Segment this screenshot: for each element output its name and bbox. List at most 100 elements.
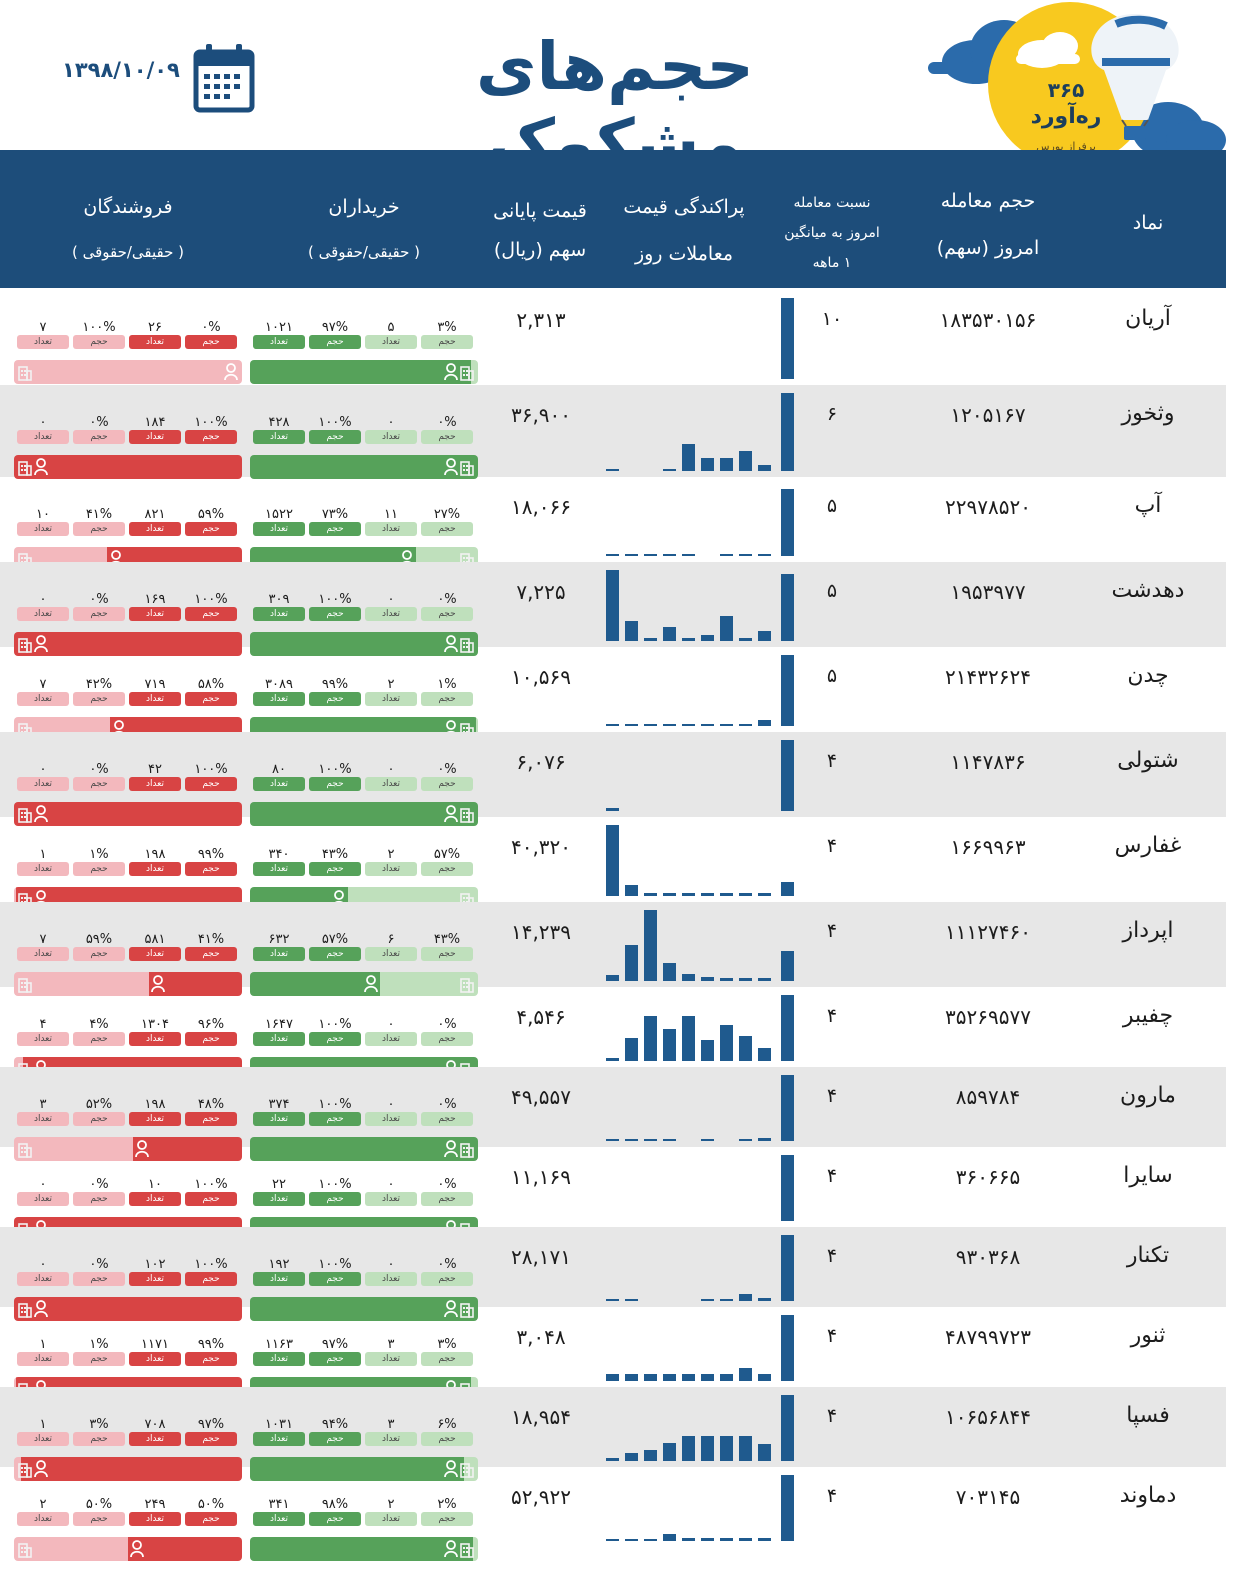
chip-count-label: تعداد [253, 1112, 305, 1126]
sellers-legal-count-value: ۲ [39, 1497, 47, 1512]
buyers-share-bar [250, 1457, 478, 1481]
col-buyers: خریداران( حقیقی/حقوقی ) [307, 196, 421, 261]
legal-share-segment [14, 360, 242, 384]
chip-volume-label: حجم [421, 1432, 473, 1446]
buyers-panel: ۵۷% حجم ۲ تعداد ۴۳% حجم ۳۴۰ تعداد [250, 847, 478, 919]
sellers-share-bar [14, 1137, 242, 1161]
col-price: قیمت پایانی سهم (ریال) [493, 200, 587, 261]
chip-count-label: تعداد [253, 1192, 305, 1206]
buyers-share-bar [250, 1137, 478, 1161]
buyers-legal-vol-value: ۰% [437, 1097, 457, 1112]
buyers-real-vol-value: ۵۷% [321, 932, 349, 947]
sellers-legal-vol-value: ۴۱% [85, 507, 113, 522]
chip-volume-label: حجم [73, 607, 125, 621]
dispersion-bar [663, 1443, 676, 1461]
sellers-panel: ۱۰۰% حجم ۱۶۹ تعداد ۰% حجم ۰ تعداد [14, 592, 242, 664]
buyers-panel: ۲% حجم ۲ تعداد ۹۸% حجم ۳۴۱ تعداد [250, 1497, 478, 1569]
dispersion-bars [602, 1387, 794, 1461]
person-icon [444, 635, 458, 653]
chip-count-label: تعداد [253, 1352, 305, 1366]
chip-count-label: تعداد [129, 1272, 181, 1286]
dispersion-bar [625, 1038, 638, 1061]
chip-volume-label: حجم [73, 1032, 125, 1046]
sellers-share-bar [14, 802, 242, 826]
volume-cell: ۲۱۴۳۲۶۲۴ [945, 665, 1031, 689]
dispersion-bar [720, 1025, 733, 1061]
chip-count-label: تعداد [17, 1032, 69, 1046]
dispersion-bar [606, 1539, 619, 1541]
price-cell: ۳,۰۴۸ [516, 1325, 566, 1349]
building-icon [18, 978, 32, 993]
sellers-legal-vol-value: ۰% [89, 1257, 109, 1272]
dispersion-bars [602, 647, 794, 726]
person-icon [34, 458, 48, 476]
sellers-real-vol-value: ۱۰۰% [194, 762, 228, 777]
chip-volume-label: حجم [73, 1432, 125, 1446]
buyers-real-vol-value: ۱۰۰% [318, 1177, 352, 1192]
sellers-real-vol-value: ۴۱% [197, 932, 225, 947]
chip-volume-label: حجم [73, 1192, 125, 1206]
buyers-panel: ۴۳% حجم ۶ تعداد ۵۷% حجم ۶۳۲ تعداد [250, 932, 478, 1004]
dispersion-bar [720, 1374, 733, 1381]
volume-cell: ۳۶۰۶۶۵ [955, 1165, 1021, 1189]
person-icon [34, 1300, 48, 1318]
dispersion-bars [602, 1147, 794, 1221]
real-share-segment [14, 1297, 242, 1321]
dispersion-bar [663, 963, 676, 981]
col-dispersion: پراکندگی قیمت معاملات روز [623, 196, 745, 265]
sellers-real-count-value: ۴۲ [148, 762, 162, 777]
sellers-legal-count-value: ۰ [39, 415, 47, 430]
buyers-real-count-value: ۱۶۴۷ [265, 1017, 293, 1032]
dispersion-bar [625, 1139, 638, 1141]
dispersion-bar [781, 655, 794, 726]
buyers-real-vol-value: ۴۳% [321, 847, 349, 862]
chip-volume-label: حجم [73, 1512, 125, 1526]
chip-count-label: تعداد [365, 1112, 417, 1126]
sellers-share-bar [14, 1457, 242, 1481]
chip-volume-label: حجم [73, 1112, 125, 1126]
buyers-legal-vol-value: ۰% [437, 1017, 457, 1032]
dispersion-bar [739, 638, 752, 641]
chip-count-label: تعداد [253, 430, 305, 444]
sellers-real-vol-value: ۰% [201, 320, 221, 335]
chip-volume-label: حجم [421, 692, 473, 706]
table-row: تکنار ۹۳۰۳۶۸ ۴ ۲۸,۱۷۱ ۰% حجم ۰ تعداد ۱۰۰% حجم ۱۹۲ ت… [0, 1227, 1226, 1321]
dispersion-bar [739, 1036, 752, 1061]
building-icon [460, 638, 474, 653]
table-row: فسپا ۱۰۶۵۶۸۴۴ ۴ ۱۸,۹۵۴ ۶% حجم ۳ تعداد ۹۴% حجم ۱۰۳۱… [0, 1387, 1226, 1481]
price-cell: ۴,۵۴۶ [516, 1005, 566, 1029]
dispersion-bar [606, 724, 619, 726]
chip-volume-label: حجم [421, 777, 473, 791]
dispersion-bar [682, 1436, 695, 1461]
chip-count-label: تعداد [253, 1032, 305, 1046]
sellers-real-vol-value: ۵۹% [197, 507, 225, 522]
volume-cell: ۲۲۹۷۸۵۲۰ [945, 495, 1031, 519]
buyers-real-vol-value: ۹۴% [321, 1417, 349, 1432]
chip-count-label: تعداد [129, 862, 181, 876]
chip-count-label: تعداد [253, 777, 305, 791]
chip-volume-label: حجم [185, 1512, 237, 1526]
chip-volume-label: حجم [185, 862, 237, 876]
dispersion-bar [758, 1138, 771, 1141]
dispersion-bars [602, 732, 794, 811]
price-dispersion-chart [602, 1147, 794, 1221]
buyers-legal-count-value: ۶ [387, 932, 395, 947]
chip-count-label: تعداد [365, 335, 417, 349]
chip-count-label: تعداد [17, 1112, 69, 1126]
dispersion-bar [758, 1444, 771, 1461]
dispersion-bar [720, 1436, 733, 1461]
dispersion-bar [720, 893, 733, 896]
person-icon [151, 975, 165, 993]
legal-share-segment [14, 1537, 128, 1561]
dispersion-bar [606, 1299, 619, 1301]
chip-count-label: تعداد [129, 1432, 181, 1446]
sellers-real-count-value: ۱۰ [148, 1177, 162, 1192]
chip-count-label: تعداد [129, 777, 181, 791]
dispersion-bar [720, 554, 733, 556]
dispersion-bar [625, 945, 638, 981]
chip-volume-label: حجم [185, 1432, 237, 1446]
table-row: دماوند ۷۰۳۱۴۵ ۴ ۵۲,۹۲۲ ۲% حجم ۲ تعداد ۹۸% حجم ۳۴۱ ت… [0, 1467, 1226, 1561]
price-cell: ۱۴,۲۳۹ [510, 920, 572, 944]
buyers-real-count-value: ۳۴۱ [268, 1497, 290, 1512]
dispersion-bar [625, 1374, 638, 1381]
